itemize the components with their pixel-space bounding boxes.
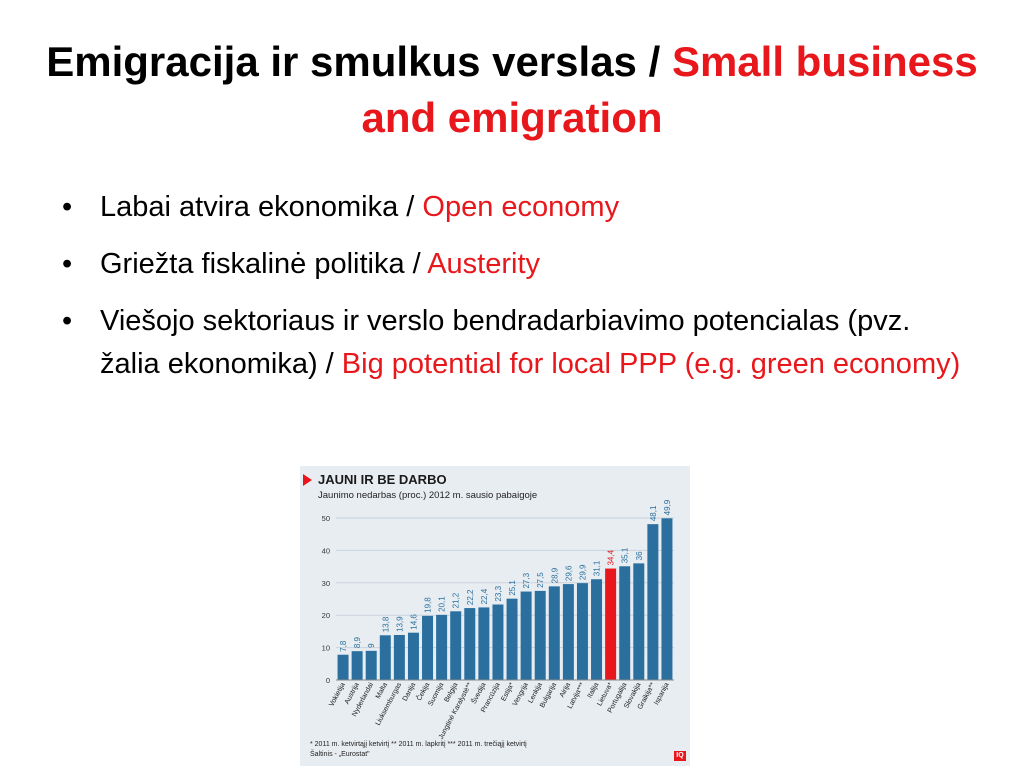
- youth-unemployment-chart: 010203040507,8Vokietija8,9Austrija9Nyder…: [322, 499, 674, 741]
- bullet-dot: •: [62, 248, 73, 280]
- unemployment-figure: JAUNI IR BE DARBO Jaunimo nedarbas (proc…: [300, 466, 690, 766]
- category-label: Airija: [559, 682, 573, 699]
- value-label: 36: [635, 551, 644, 560]
- value-label: 27,5: [536, 572, 545, 588]
- title-english: Small business and emigration: [361, 38, 978, 141]
- value-label: 34,4: [607, 549, 616, 565]
- value-label: 7,8: [339, 640, 348, 652]
- bar: [393, 634, 405, 680]
- bar: [534, 590, 546, 680]
- value-label: 29,6: [564, 565, 573, 581]
- figure-title: JAUNI IR BE DARBO: [318, 472, 447, 487]
- play-triangle-icon: [303, 474, 312, 486]
- bullet-list: • Labai atvira ekonomika / Open economy …: [62, 186, 962, 400]
- value-label: 20,1: [438, 596, 447, 612]
- bar: [351, 651, 363, 680]
- bar: [379, 635, 391, 680]
- bar: [436, 614, 448, 680]
- bar: [576, 583, 588, 680]
- y-tick-label: 20: [322, 611, 330, 620]
- value-label: 19,8: [424, 597, 433, 613]
- slide-title: Emigracija ir smulkus verslas / Small bu…: [40, 34, 984, 146]
- bar: [337, 654, 349, 680]
- bar: [548, 586, 560, 680]
- bar: [407, 632, 419, 680]
- bar: [605, 568, 617, 680]
- bar: [520, 591, 532, 680]
- publisher-logo: IQ: [674, 751, 686, 761]
- figure-notes: * 2011 m. ketvirtąjį ketvirtį ** 2011 m.…: [310, 740, 670, 760]
- value-label: 35,1: [621, 547, 630, 563]
- y-tick-label: 30: [322, 579, 330, 588]
- bar: [492, 604, 504, 680]
- bar: [647, 524, 659, 680]
- value-label: 14,6: [409, 614, 418, 630]
- y-tick-label: 50: [322, 514, 330, 523]
- category-label: Vokietija: [328, 682, 346, 708]
- bar: [478, 607, 490, 680]
- value-label: 25,1: [508, 580, 517, 596]
- bar: [633, 563, 645, 680]
- value-label: 22,4: [480, 588, 489, 604]
- bullet-item: • Viešojo sektoriaus ir verslo bendradar…: [62, 300, 962, 386]
- value-label: 13,8: [381, 616, 390, 632]
- bullet-item: • Labai atvira ekonomika / Open economy: [62, 186, 962, 229]
- figure-footnote: * 2011 m. ketvirtąjį ketvirtį ** 2011 m.…: [310, 741, 527, 748]
- figure-subtitle: Jaunimo nedarbas (proc.) 2012 m. sausio …: [318, 490, 538, 501]
- value-label: 29,9: [578, 564, 587, 580]
- title-lithuanian: Emigracija ir smulkus verslas /: [46, 38, 672, 85]
- value-label: 22,2: [466, 589, 475, 605]
- category-label: Malta: [375, 682, 389, 700]
- bar: [450, 611, 462, 680]
- figure-source: Šaltinis - „Eurostat": [310, 751, 370, 758]
- bullet-text-english: Open economy: [422, 191, 620, 223]
- bullet-text: Viešojo sektoriaus ir verslo bendradarbi…: [100, 305, 911, 380]
- y-tick-label: 40: [322, 546, 330, 555]
- y-tick-label: 10: [322, 644, 330, 653]
- bar: [422, 615, 434, 680]
- bar: [464, 608, 476, 680]
- bullet-dot: •: [62, 305, 73, 337]
- value-label: 13,9: [395, 616, 404, 632]
- bullet-dot: •: [62, 191, 73, 223]
- bar: [619, 566, 631, 680]
- value-label: 8,9: [353, 636, 362, 648]
- bullet-text: Griežta fiskalinė politika /: [100, 248, 428, 280]
- value-label: 23,3: [494, 585, 503, 601]
- value-label: 49,9: [663, 499, 672, 515]
- bar: [661, 518, 673, 680]
- value-label: 9: [367, 643, 376, 648]
- bar: [562, 584, 574, 680]
- y-tick-label: 0: [326, 676, 330, 685]
- value-label: 28,9: [550, 567, 559, 583]
- bar: [591, 579, 603, 680]
- bullet-text: Labai atvira ekonomika /: [100, 191, 423, 223]
- bar: [365, 650, 377, 680]
- bullet-item: • Griežta fiskalinė politika / Austerity: [62, 243, 962, 286]
- category-label: Čekija: [414, 681, 431, 702]
- value-label: 21,2: [452, 592, 461, 608]
- category-label: Italija: [586, 682, 600, 700]
- value-label: 48,1: [649, 505, 658, 521]
- value-label: 27,3: [522, 572, 531, 588]
- bullet-text-english: Big potential for local PPP (e.g. green …: [341, 348, 961, 380]
- bullet-text-english: Austerity: [427, 248, 541, 280]
- value-label: 31,1: [593, 560, 602, 576]
- bar: [506, 598, 518, 680]
